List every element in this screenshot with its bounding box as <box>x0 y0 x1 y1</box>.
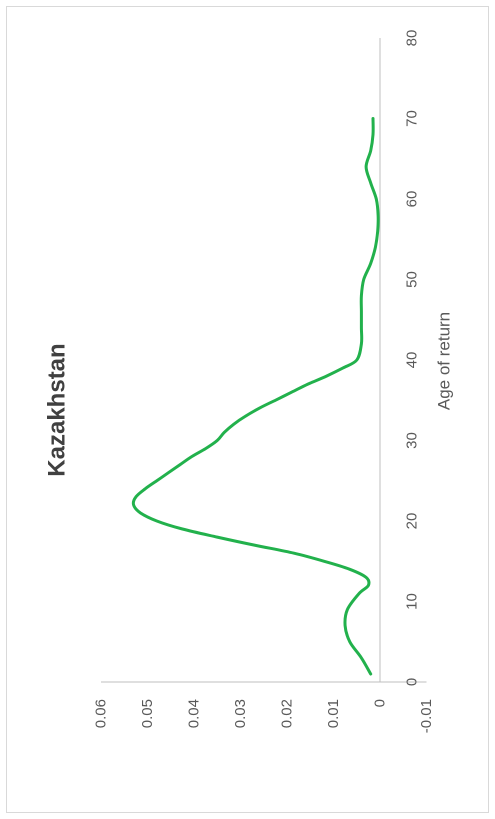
y-tick-label: 0.02 <box>279 699 296 728</box>
y-tick-label: 0.06 <box>93 699 110 728</box>
y-tick-labels: -0.01 0 0.01 0.02 0.03 0.04 0.05 0.06 <box>93 699 436 733</box>
x-tick-label: 70 <box>404 110 421 127</box>
series-layer <box>131 117 380 676</box>
x-tick-label: 60 <box>404 191 421 208</box>
x-axis-title: Age of return <box>435 312 454 410</box>
axes <box>101 38 427 683</box>
x-tick-label: 50 <box>404 271 421 288</box>
x-tick-label: 10 <box>404 593 421 610</box>
x-tick-label: 30 <box>404 432 421 449</box>
x-tick-label: 0 <box>404 678 421 686</box>
x-tick-label: 80 <box>404 30 421 47</box>
chart-frame <box>6 6 489 813</box>
y-tick-label: 0.05 <box>139 699 156 728</box>
x-tick-label: 40 <box>404 352 421 369</box>
y-tick-label: 0.03 <box>232 699 249 728</box>
series-line <box>131 117 380 676</box>
x-tick-label: 20 <box>404 513 421 530</box>
y-tick-label: -0.01 <box>418 699 435 733</box>
chart-title: Kazakhstan <box>44 343 71 476</box>
y-tick-label: 0 <box>372 699 389 707</box>
y-tick-label: 0.01 <box>325 699 342 728</box>
x-tick-labels: 0 10 20 30 40 50 60 70 80 <box>404 30 421 687</box>
y-tick-label: 0.04 <box>186 699 203 728</box>
